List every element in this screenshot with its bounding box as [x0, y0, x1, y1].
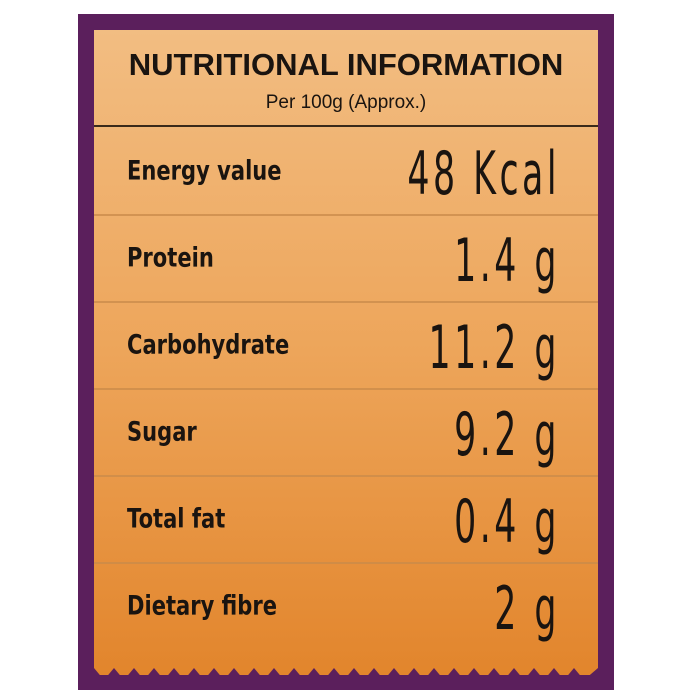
row-value: 9.2 g — [454, 399, 560, 470]
row-value: 1.4 g — [454, 225, 560, 296]
row-value: 0.4 g — [454, 486, 560, 557]
panel — [94, 30, 598, 675]
row-value: 2 g — [494, 573, 560, 644]
zigzag-edge — [94, 668, 598, 690]
row-label: Carbohydrate — [127, 329, 289, 360]
row-label: Total fat — [127, 503, 226, 534]
row-value: 11.2 g — [429, 312, 560, 383]
row-value: 48 Kcal — [407, 138, 560, 209]
row-label: Sugar — [127, 416, 197, 447]
row-label: Energy value — [127, 155, 282, 186]
subtitle: Per 100g (Approx.) — [266, 92, 427, 113]
title: NUTRITIONAL INFORMATION — [129, 47, 564, 82]
rows: Energy value 48 Kcal Protein 1.4 g Carbohydr… — [94, 138, 598, 644]
row-label: Dietary fibre — [127, 590, 277, 621]
row-label: Protein — [127, 242, 214, 273]
